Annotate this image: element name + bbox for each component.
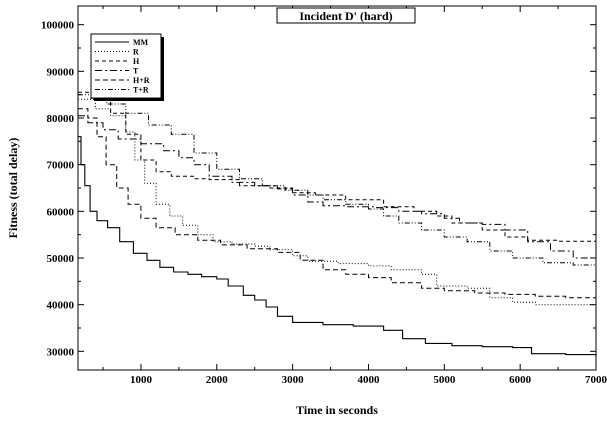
x-tick-label: 1000 <box>130 374 153 386</box>
series-line-h <box>78 91 596 242</box>
y-tick-label: 80000 <box>47 113 75 125</box>
series-lines <box>78 91 597 357</box>
y-tick-label: 40000 <box>47 300 75 312</box>
title-box <box>276 7 416 24</box>
series-line-h-plus-r <box>78 108 596 299</box>
y-tick-label: 60000 <box>47 206 75 218</box>
x-tick-label: 6000 <box>509 374 532 386</box>
y-axis-label: Fitness (total delay) <box>6 138 20 239</box>
x-tick-label: 3000 <box>282 374 305 386</box>
x-tick-label: 2000 <box>206 374 229 386</box>
legend-box <box>90 33 162 99</box>
series-line-t <box>78 115 597 263</box>
legend-label: H <box>133 57 140 66</box>
series-line-t-plus-r <box>78 94 597 268</box>
legend-label: R <box>133 48 139 57</box>
plot-frame <box>77 5 597 371</box>
chart-title: Incident D' (hard) <box>299 9 392 23</box>
y-tick-label: 70000 <box>47 160 75 172</box>
x-tick-label: 5000 <box>433 374 456 386</box>
x-tick-label: 7000 <box>585 374 607 386</box>
series-line-mm <box>78 136 597 357</box>
legend-label: T <box>133 67 139 76</box>
y-tick-label: 50000 <box>47 253 75 265</box>
chart-title-box: Incident D' (hard) <box>276 7 416 24</box>
legend-label: MM <box>133 38 149 47</box>
y-tick-label: 100000 <box>41 20 75 32</box>
y-tick-label: 30000 <box>47 346 75 358</box>
series-line-r <box>78 98 596 306</box>
legend-label: H+R <box>133 76 150 85</box>
legend-label: T+R <box>133 86 149 95</box>
x-axis-label: Time in seconds <box>296 403 378 417</box>
x-tick-label: 4000 <box>357 374 380 386</box>
y-tick-label: 90000 <box>47 66 75 78</box>
